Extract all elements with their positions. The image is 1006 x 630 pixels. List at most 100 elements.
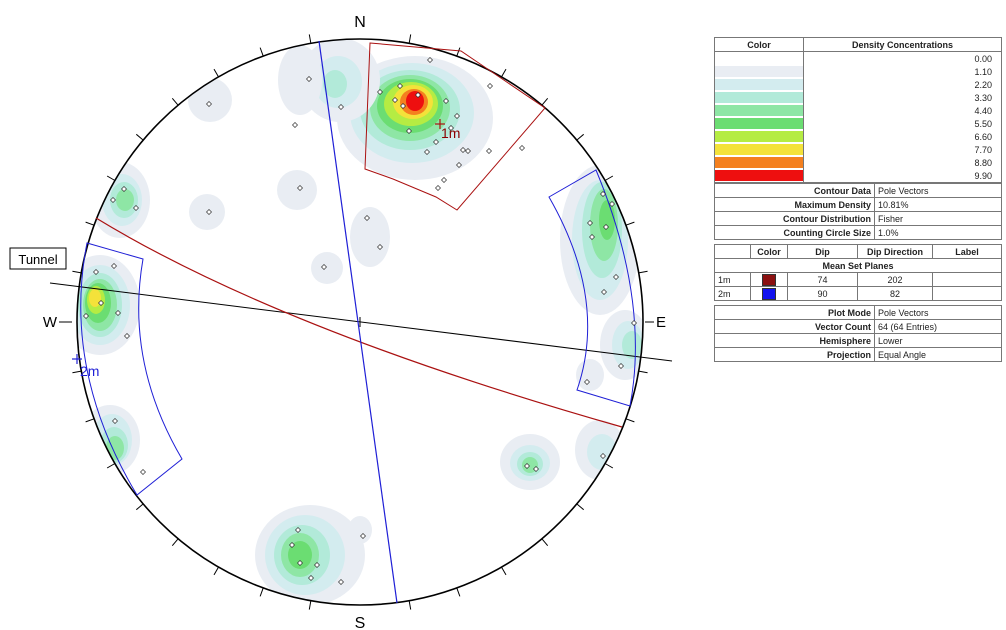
set-dip: 90 — [787, 286, 858, 301]
mean-sets-table: Color Dip Dip Direction Label Mean Set P… — [714, 244, 1002, 301]
degree-tick — [85, 221, 95, 226]
set-id: 1m — [714, 272, 751, 287]
pole-point — [110, 197, 116, 203]
pole-point — [321, 264, 327, 270]
set-label — [932, 272, 1002, 287]
density-row: 0.00-1.10 — [714, 52, 1002, 65]
density-row: 5.50-6.60 — [714, 117, 1002, 130]
pole-point — [306, 76, 312, 82]
contour-patch — [576, 359, 604, 391]
degree-tick — [106, 175, 116, 181]
pole-point — [448, 125, 454, 131]
pole-point — [424, 149, 430, 155]
sets-header-dip-direction: Dip Direction — [857, 244, 933, 259]
set-1m-window — [364, 42, 546, 211]
density-row: 4.40-5.50 — [714, 104, 1002, 117]
pole-point — [140, 469, 146, 475]
info-value: Fisher — [874, 211, 1002, 226]
pole-point — [441, 177, 447, 183]
pole-point — [460, 147, 466, 153]
set-2m-color-swatch — [762, 287, 776, 300]
pole-point — [465, 148, 471, 154]
degree-tick — [171, 97, 179, 106]
info-row: Contour Data Pole Vectors — [714, 183, 1002, 198]
pole-point — [519, 145, 525, 151]
tunnel-label: Tunnel — [18, 252, 57, 267]
density-range: 3.30-4.40 — [803, 91, 1002, 104]
info-value: Equal Angle — [874, 347, 1002, 362]
set-id: 2m — [714, 286, 751, 301]
pole-point — [533, 466, 539, 472]
pole-point — [613, 274, 619, 280]
degree-tick — [213, 566, 219, 576]
pole-point — [524, 463, 530, 469]
set-dip-direction: 82 — [857, 286, 933, 301]
degree-tick — [135, 133, 144, 141]
set-dip-direction: 202 — [857, 272, 933, 287]
degree-tick — [408, 34, 412, 44]
north-label: N — [354, 14, 366, 31]
degree-tick — [625, 418, 635, 423]
pole-point — [377, 89, 383, 95]
pole-point — [406, 128, 412, 134]
density-row: 3.30-4.40 — [714, 91, 1002, 104]
pole-point — [486, 148, 492, 154]
density-row: 8.80-9.90 — [714, 156, 1002, 169]
density-range: 1.10-2.20 — [803, 65, 1002, 78]
pole-point — [297, 185, 303, 191]
density-color-swatch — [714, 143, 804, 156]
info-value: Pole Vectors — [874, 183, 1002, 198]
degree-ticks — [72, 34, 648, 610]
east-label: E — [656, 314, 666, 331]
pole-point — [584, 379, 590, 385]
pole-point — [487, 83, 493, 89]
pole-point — [292, 122, 298, 128]
info-row: Vector Count 64 (64 Entries) — [714, 319, 1002, 334]
pole-point — [454, 113, 460, 119]
pole-point — [392, 97, 398, 103]
pole-point — [124, 333, 130, 339]
west-label: W — [43, 314, 58, 331]
pole-point — [93, 269, 99, 275]
info-label: Maximum Density — [714, 197, 875, 212]
set-row-1m: 1m 74 202 — [714, 272, 1002, 287]
pole-point — [206, 101, 212, 107]
info-label: Hemisphere — [714, 333, 875, 348]
pole-point — [308, 575, 314, 581]
tunnel-label-box — [9, 247, 67, 270]
contour-patch — [587, 434, 617, 470]
density-legend-table: Color Density Concentrations — [714, 37, 1002, 52]
pole-point — [314, 562, 320, 568]
stereonet-plot: N S W E 1m 2m Tunnel — [9, 14, 673, 630]
info-value: 1.0% — [874, 225, 1002, 240]
set-2m-great-circle — [318, 40, 398, 604]
contour-patch — [89, 289, 101, 307]
degree-tick — [456, 587, 461, 597]
set-color — [750, 272, 788, 287]
density-color-swatch — [714, 65, 804, 78]
pole-point — [443, 98, 449, 104]
info-label: Counting Circle Size — [714, 225, 875, 240]
density-range-header: Density Concentrations — [803, 37, 1002, 52]
info-row: Hemisphere Lower — [714, 333, 1002, 348]
set-dip: 74 — [787, 272, 858, 287]
pole-point — [456, 162, 462, 168]
pole-point — [360, 533, 366, 539]
info-value: Lower — [874, 333, 1002, 348]
degree-tick — [259, 47, 264, 57]
pole-point — [433, 139, 439, 145]
density-color-swatch — [714, 52, 804, 65]
density-color-swatch — [714, 104, 804, 117]
contour-patch — [348, 516, 372, 544]
pole-point — [121, 186, 127, 192]
density-range: 2.20-3.30 — [803, 78, 1002, 91]
degree-tick — [541, 538, 549, 547]
set-color — [750, 286, 788, 301]
pole-point — [364, 215, 370, 221]
density-row: 2.20-3.30 — [714, 78, 1002, 91]
set-2m-window-east — [548, 169, 636, 407]
pole-point — [415, 92, 421, 98]
degree-tick — [541, 97, 549, 106]
primitive-circle — [76, 38, 644, 606]
pole-point — [631, 320, 637, 326]
